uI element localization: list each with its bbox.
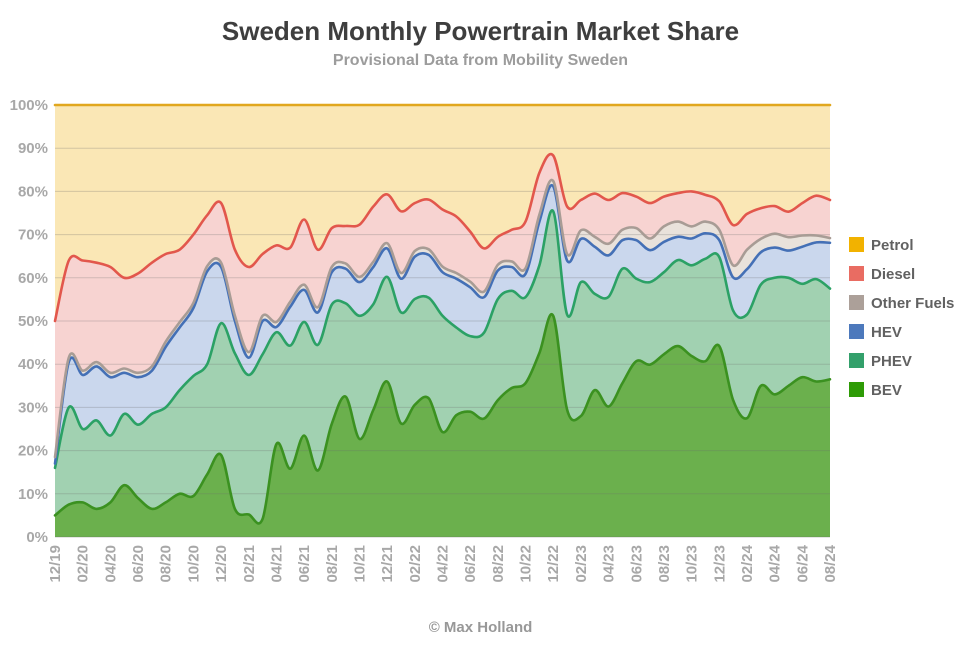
y-tick-label: 60%	[18, 270, 48, 287]
y-tick-label: 10%	[18, 486, 48, 503]
legend-label: Other Fuels	[871, 295, 954, 312]
x-tick-label: 06/20	[130, 545, 147, 583]
legend-swatch-icon	[849, 295, 864, 310]
x-tick-label: 06/22	[462, 545, 479, 583]
chart-areas	[55, 105, 830, 537]
x-tick-label: 02/21	[241, 545, 258, 583]
x-tick-label: 08/23	[656, 545, 673, 583]
chart-title: Sweden Monthly Powertrain Market Share	[221, 16, 740, 46]
y-tick-label: 80%	[18, 183, 48, 200]
x-tick-label: 02/23	[573, 545, 590, 583]
y-axis-labels: 0% 10% 20% 30% 40% 50% 60% 70% 80% 90% 100%	[10, 97, 48, 546]
line-other-fuels	[53, 178, 832, 459]
legend-swatch-icon	[849, 237, 864, 252]
x-tick-label: 10/20	[185, 545, 202, 583]
legend-item-diesel: Diesel	[849, 266, 915, 283]
legend-item-other-fuels: Other Fuels	[849, 295, 954, 312]
legend-item-phev: PHEV	[849, 353, 912, 370]
y-tick-label: 20%	[18, 443, 48, 460]
legend-label: PHEV	[871, 353, 912, 370]
y-tick-label: 40%	[18, 356, 48, 373]
chart-boundary-lines	[53, 103, 832, 525]
x-tick-label: 02/24	[739, 544, 756, 582]
line-bev	[53, 312, 832, 525]
x-tick-label: 12/19	[47, 545, 64, 583]
y-tick-label: 100%	[10, 97, 48, 114]
x-tick-label: 08/22	[490, 545, 507, 583]
x-tick-label: 02/20	[75, 545, 92, 583]
legend-label: Petrol	[871, 237, 914, 254]
area-petrol	[55, 105, 830, 321]
legend-swatch-icon	[849, 324, 864, 339]
legend-swatch-icon	[849, 353, 864, 368]
y-tick-label: 50%	[18, 313, 48, 330]
x-tick-label: 12/21	[379, 545, 396, 583]
x-tick-label: 04/20	[102, 545, 119, 583]
line-diesel	[53, 152, 832, 323]
x-axis-labels: 12/19 02/20 04/20 06/20 08/20 10/20 12/20 02/21…	[47, 544, 839, 582]
legend-swatch-icon	[849, 382, 864, 397]
area-bev	[55, 314, 830, 537]
legend-item-bev: BEV	[849, 382, 902, 399]
x-tick-label: 04/21	[268, 545, 285, 583]
x-tick-label: 12/23	[711, 545, 728, 583]
x-tick-label: 10/21	[352, 545, 369, 583]
x-tick-label: 08/24	[822, 544, 839, 582]
legend-label: Diesel	[871, 266, 915, 283]
line-hev	[53, 183, 832, 465]
y-tick-label: 70%	[18, 227, 48, 244]
y-tick-label: 0%	[26, 529, 48, 546]
x-tick-label: 12/20	[213, 545, 230, 583]
line-phev	[53, 209, 832, 470]
x-tick-label: 04/24	[767, 544, 784, 582]
chart-legend: Petrol Diesel Other Fuels HEV PHEV BEV	[849, 237, 954, 399]
x-tick-label: 12/22	[545, 545, 562, 583]
legend-item-hev: HEV	[849, 324, 902, 341]
y-tick-label: 30%	[18, 399, 48, 416]
area-diesel	[55, 154, 830, 458]
x-tick-label: 04/22	[435, 545, 452, 583]
x-tick-label: 06/21	[296, 545, 313, 583]
chart-gridlines	[55, 147, 830, 538]
x-tick-label: 02/22	[407, 545, 424, 583]
legend-swatch-icon	[849, 266, 864, 281]
legend-item-petrol: Petrol	[849, 237, 914, 254]
x-tick-label: 10/22	[518, 545, 535, 583]
x-tick-label: 08/21	[324, 545, 341, 583]
x-tick-label: 04/23	[601, 545, 618, 583]
legend-label: HEV	[871, 324, 902, 341]
x-tick-label: 06/23	[628, 545, 645, 583]
x-tick-label: 06/24	[794, 544, 811, 582]
y-tick-label: 90%	[18, 140, 48, 157]
chart-subtitle: Provisional Data from Mobility Sweden	[332, 52, 629, 69]
x-tick-label: 08/20	[158, 545, 175, 583]
credit-text: © Max Holland	[428, 619, 533, 636]
legend-label: BEV	[871, 382, 902, 399]
area-phev	[55, 210, 830, 524]
area-hev	[55, 185, 830, 468]
x-tick-label: 10/23	[684, 545, 701, 583]
